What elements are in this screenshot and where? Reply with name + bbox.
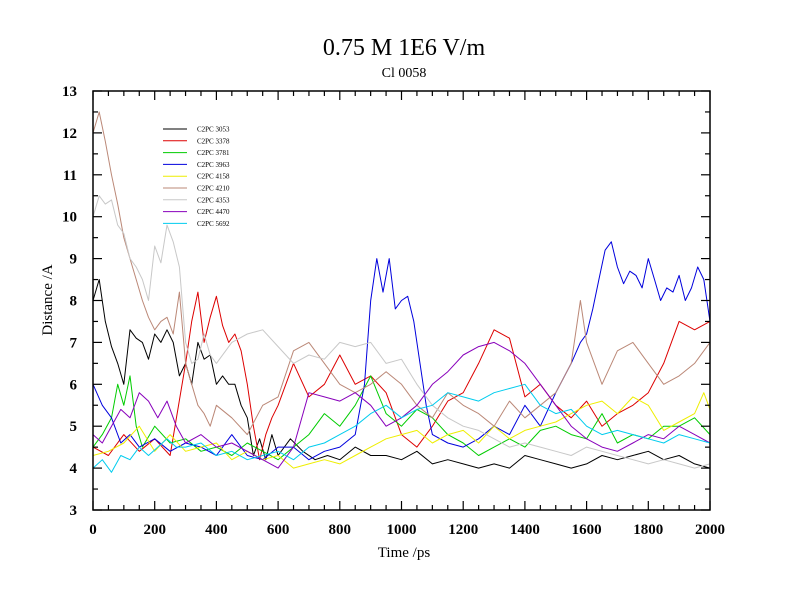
legend: C2PC 3053 C2PC 3378 C2PC 3781 C2PC 3963 C2PC… bbox=[163, 126, 230, 228]
x-tick-label-200: 200 bbox=[143, 522, 166, 538]
legend-entry-0: C2PC 3053 bbox=[197, 126, 230, 134]
axis-ticks: 0 200 400 600 800 1000 1200 1400 1600 1800 2000 3 4 5… bbox=[62, 84, 725, 538]
y-tick-label-13: 13 bbox=[62, 84, 77, 100]
series-line-c2pc-4210 bbox=[92, 111, 711, 436]
x-tick-label-1200: 1200 bbox=[448, 522, 478, 538]
x-tick-label-1800: 1800 bbox=[633, 522, 663, 538]
y-tick-label-9: 9 bbox=[70, 252, 78, 268]
y-tick-label-6: 6 bbox=[70, 377, 78, 393]
y-tick-label-12: 12 bbox=[62, 126, 77, 142]
y-tick-label-8: 8 bbox=[70, 294, 78, 310]
x-tick-label-0: 0 bbox=[89, 522, 97, 538]
x-tick-label-2000: 2000 bbox=[695, 522, 725, 538]
series-line-c2pc-4353 bbox=[92, 195, 711, 469]
series-line-c2pc-3053 bbox=[92, 279, 711, 469]
legend-entry-6: C2PC 4353 bbox=[197, 196, 230, 204]
y-tick-label-10: 10 bbox=[62, 210, 77, 226]
series-line-c2pc-4158 bbox=[92, 392, 711, 469]
x-tick-label-400: 400 bbox=[205, 522, 228, 538]
x-tick-label-1000: 1000 bbox=[387, 522, 417, 538]
y-axis-label: Distance /A bbox=[40, 264, 56, 335]
legend-entry-3: C2PC 3963 bbox=[197, 161, 230, 169]
legend-entry-2: C2PC 3781 bbox=[197, 149, 230, 157]
chart-subtitle: Cl 0058 bbox=[382, 66, 427, 81]
x-axis-label: Time /ps bbox=[378, 545, 431, 561]
x-tick-label-800: 800 bbox=[329, 522, 352, 538]
y-tick-label-7: 7 bbox=[70, 335, 78, 351]
legend-entry-8: C2PC 5692 bbox=[197, 220, 230, 228]
y-tick-label-3: 3 bbox=[70, 503, 78, 519]
legend-entry-5: C2PC 4210 bbox=[197, 185, 230, 193]
legend-entry-7: C2PC 4470 bbox=[197, 208, 230, 216]
x-tick-label-1600: 1600 bbox=[572, 522, 602, 538]
series-line-c2pc-5692 bbox=[92, 383, 711, 473]
series-line-c2pc-3781 bbox=[92, 375, 711, 461]
y-tick-label-5: 5 bbox=[70, 419, 78, 435]
x-tick-label-600: 600 bbox=[267, 522, 290, 538]
legend-entry-1: C2PC 3378 bbox=[197, 137, 230, 145]
series-group bbox=[92, 111, 711, 473]
y-tick-label-11: 11 bbox=[63, 168, 77, 184]
series-line-c2pc-4470 bbox=[92, 341, 711, 469]
x-tick-label-1400: 1400 bbox=[510, 522, 540, 538]
y-tick-label-4: 4 bbox=[70, 461, 78, 477]
chart-title: 0.75 M 1E6 V/m bbox=[323, 35, 486, 61]
series-line-c2pc-3378 bbox=[92, 291, 711, 461]
legend-entry-4: C2PC 4158 bbox=[197, 173, 230, 181]
